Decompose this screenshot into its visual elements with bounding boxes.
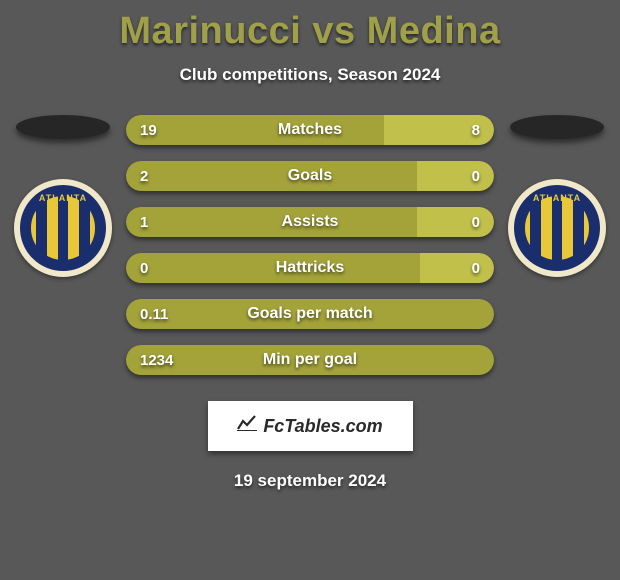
bar-segment-left <box>126 207 417 237</box>
comparison-subtitle: Club competitions, Season 2024 <box>0 65 620 85</box>
bar-segment-right <box>417 161 494 191</box>
stat-bar-row: 0.11Goals per match <box>126 299 494 329</box>
snapshot-date: 19 september 2024 <box>0 471 620 491</box>
bar-segment-full <box>126 299 494 329</box>
bar-segment-full <box>126 345 494 375</box>
club-badge-left: ATLANTA <box>14 179 112 277</box>
stat-value-right: 8 <box>472 122 480 139</box>
right-player-column: ATLANTA <box>502 115 612 277</box>
stat-bar-row: 1234Min per goal <box>126 345 494 375</box>
bar-segment-left <box>126 115 384 145</box>
stat-value-left: 19 <box>140 122 157 139</box>
source-logo: FcTables.com <box>208 401 413 451</box>
stat-bar-row: 00Hattricks <box>126 253 494 283</box>
left-player-column: ATLANTA <box>8 115 118 277</box>
bar-segment-left <box>126 161 417 191</box>
badge-text-right: ATLANTA <box>508 193 606 203</box>
source-brand-text: FcTables.com <box>263 416 382 437</box>
club-badge-right: ATLANTA <box>508 179 606 277</box>
comparison-title: Marinucci vs Medina <box>0 0 620 53</box>
stat-value-right: 0 <box>472 214 480 231</box>
stat-value-left: 0 <box>140 260 148 277</box>
bar-segment-left <box>126 253 420 283</box>
bar-segment-right <box>420 253 494 283</box>
player-photo-placeholder-right <box>510 115 604 139</box>
stat-value-right: 0 <box>472 168 480 185</box>
badge-text-left: ATLANTA <box>14 193 112 203</box>
stat-bar-row: 10Assists <box>126 207 494 237</box>
stat-value-left: 0.11 <box>140 306 168 323</box>
chart-icon <box>237 415 257 436</box>
stat-value-left: 1 <box>140 214 148 231</box>
stat-value-left: 2 <box>140 168 148 185</box>
stat-bars: 198Matches20Goals10Assists00Hattricks0.1… <box>118 115 502 391</box>
player-photo-placeholder-left <box>16 115 110 139</box>
comparison-content: ATLANTA 198Matches20Goals10Assists00Hatt… <box>0 115 620 391</box>
stat-value-right: 0 <box>472 260 480 277</box>
stat-value-left: 1234 <box>140 352 173 369</box>
stat-bar-row: 20Goals <box>126 161 494 191</box>
stat-bar-row: 198Matches <box>126 115 494 145</box>
bar-segment-right <box>417 207 494 237</box>
